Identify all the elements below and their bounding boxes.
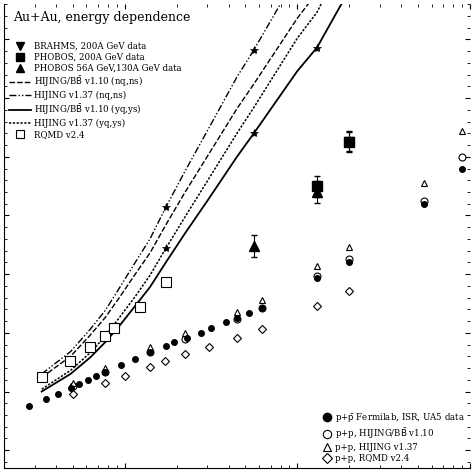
Legend: p+$\bar{\rm p}$ Fermilab, ISR, UA5 data, p+p, HIJING/B$\bar{\rm B}$ v1.10, p+p, : p+$\bar{\rm p}$ Fermilab, ISR, UA5 data,…: [322, 410, 465, 464]
Text: Au+Au, energy dependence: Au+Au, energy dependence: [13, 11, 191, 24]
